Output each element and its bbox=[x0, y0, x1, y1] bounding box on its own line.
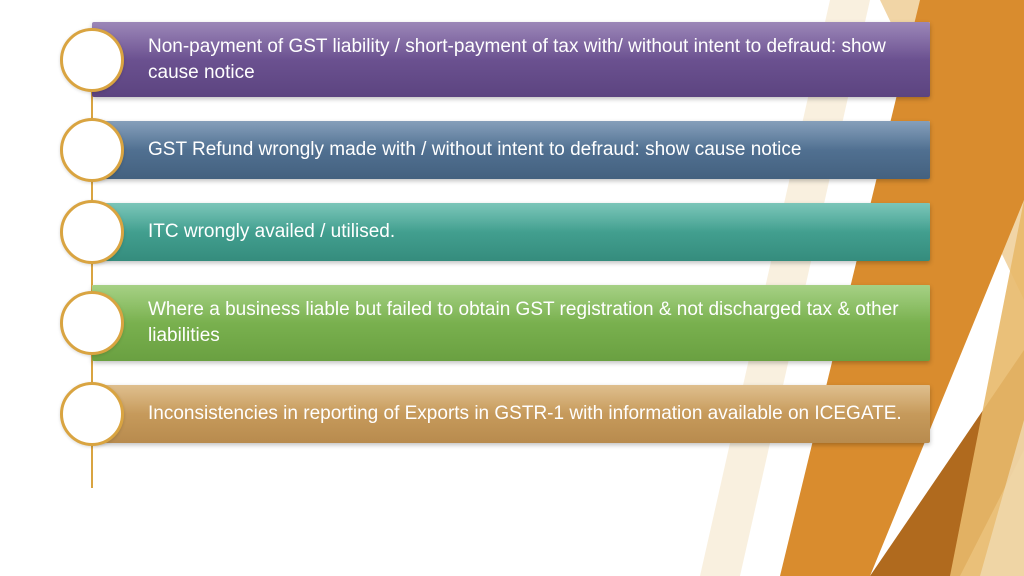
list-item: ITC wrongly availed / utilised. bbox=[60, 203, 930, 261]
list-item: Where a business liable but failed to ob… bbox=[60, 285, 930, 360]
bullet-circle bbox=[60, 118, 124, 182]
smartart-list: Non-payment of GST liability / short-pay… bbox=[60, 22, 930, 467]
bullet-circle bbox=[60, 28, 124, 92]
list-item: Inconsistencies in reporting of Exports … bbox=[60, 385, 930, 443]
list-item-text: Non-payment of GST liability / short-pay… bbox=[148, 34, 912, 85]
list-item-text: ITC wrongly availed / utilised. bbox=[148, 219, 395, 245]
list-item-text: GST Refund wrongly made with / without i… bbox=[148, 137, 801, 163]
list-item-text: Where a business liable but failed to ob… bbox=[148, 297, 912, 348]
list-item-bar: Where a business liable but failed to ob… bbox=[92, 285, 930, 360]
list-item-bar: Non-payment of GST liability / short-pay… bbox=[92, 22, 930, 97]
list-item-bar: Inconsistencies in reporting of Exports … bbox=[92, 385, 930, 443]
bullet-circle bbox=[60, 291, 124, 355]
list-item: GST Refund wrongly made with / without i… bbox=[60, 121, 930, 179]
bullet-circle bbox=[60, 382, 124, 446]
list-item-bar: ITC wrongly availed / utilised. bbox=[92, 203, 930, 261]
list-item: Non-payment of GST liability / short-pay… bbox=[60, 22, 930, 97]
bullet-circle bbox=[60, 200, 124, 264]
list-item-bar: GST Refund wrongly made with / without i… bbox=[92, 121, 930, 179]
list-item-text: Inconsistencies in reporting of Exports … bbox=[148, 401, 902, 427]
